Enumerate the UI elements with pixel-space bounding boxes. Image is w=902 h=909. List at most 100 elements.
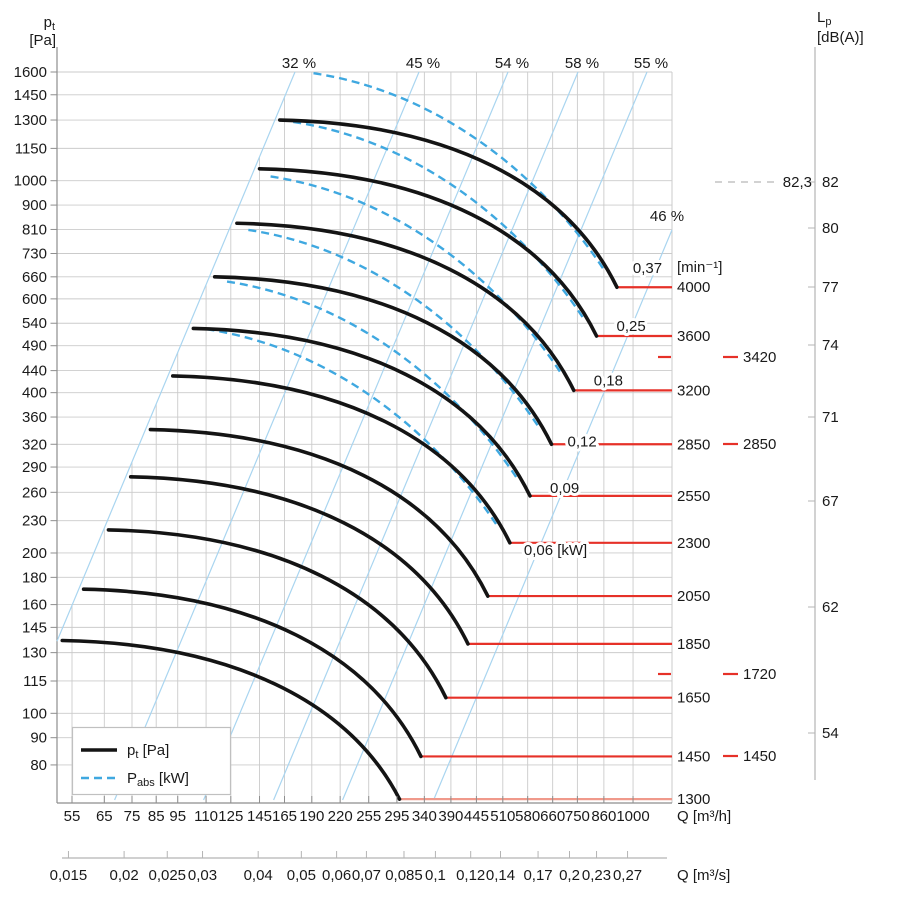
- pressure-tick-label: 1150: [15, 140, 47, 157]
- pressure-tick-label: 180: [22, 569, 47, 586]
- sound-tick-label: 74: [822, 337, 839, 354]
- power-label: 0,37: [633, 260, 662, 277]
- sound-tick-label: 77: [822, 279, 839, 296]
- efficiency-lines: 32 % 45 % 54 % 58 % 55 % 46 %: [56, 55, 684, 801]
- pressure-tick-label: 80: [30, 757, 47, 774]
- flow2-tick-label: 0,07: [352, 867, 381, 884]
- flow-axis2-unit: Q [m³/s]: [677, 867, 730, 884]
- flow-tick-label: 190: [299, 808, 324, 825]
- speed-label: 2550: [677, 488, 710, 505]
- pressure-tick-label: 490: [22, 338, 47, 355]
- flow-tick-label: 95: [169, 808, 186, 825]
- pressure-tick-label: 1000: [14, 173, 47, 190]
- flow-tick-label: 165: [272, 808, 297, 825]
- pressure-tick-label: 320: [22, 436, 47, 453]
- flow-tick-label: 65: [96, 808, 113, 825]
- efficiency-label: 32 %: [282, 55, 316, 72]
- sound-tick-label: 71: [822, 409, 839, 426]
- flow-tick-label: 750: [565, 808, 590, 825]
- speed-label: 1850: [677, 636, 710, 653]
- pressure-tick-label: 100: [22, 705, 47, 722]
- flow2-tick-label: 0,04: [244, 867, 273, 884]
- speed-label: 2050: [677, 588, 710, 605]
- flow-axis-unit: Q [m³/h]: [677, 808, 731, 825]
- pressure-axis-unit: [Pa]: [29, 32, 56, 49]
- power-label: 0,18: [594, 372, 623, 389]
- speed-lines: 4000 3600 3200 2850 2550 2300 2050 1850 1650 1450…: [399, 259, 722, 808]
- sound-tick-label: 82: [822, 174, 839, 191]
- power-curve: [206, 328, 499, 528]
- flow-tick-label: 1000: [616, 808, 649, 825]
- pressure-tick-label: 260: [22, 484, 47, 501]
- flow-tick-label: 295: [384, 808, 409, 825]
- efficiency-line: [273, 71, 579, 801]
- pressure-tick-label: 290: [22, 459, 47, 476]
- efficiency-line: [203, 71, 509, 801]
- power-curve: [226, 280, 519, 481]
- pressure-tick-label: 1450: [14, 87, 47, 104]
- speed-unit-label: [min⁻¹]: [677, 259, 722, 276]
- pressure-curve: [81, 587, 423, 759]
- efficiency-label: 54 %: [495, 55, 529, 72]
- flow-axis-m3s: 0,015 0,02 0,025 0,03 0,04 0,05 0,06 0,07 0,085 0…: [50, 851, 730, 884]
- flow-tick-label: 75: [124, 808, 141, 825]
- flow2-tick-label: 0,14: [486, 867, 515, 884]
- sound-axis: 82 80 77 74 71 67 62 54 Lp[dB(A)] 82,3: [715, 9, 864, 780]
- pressure-curve: [212, 275, 554, 447]
- legend-label: pt [Pa]: [127, 742, 169, 761]
- power-labels: 0,37 0,25 0,18 0,12 0,09 0,06 [kW]: [521, 257, 665, 562]
- efficiency-label: 46 %: [650, 208, 684, 225]
- flow2-tick-label: 0,1: [425, 867, 446, 884]
- sound-tick-label: 54: [822, 725, 839, 742]
- power-label: 0,06 [kW]: [524, 542, 587, 559]
- flow-tick-label: 510: [490, 808, 515, 825]
- pressure-axis-labels: 1600 1450 1300 1150 1000 900 810 730 660 600 540 49…: [14, 64, 57, 774]
- pressure-tick-label: 1600: [14, 64, 47, 81]
- pressure-tick-label: 160: [22, 597, 47, 614]
- pressure-gridlines: [57, 71, 672, 766]
- power-curves: [206, 72, 606, 528]
- sound-tick-label: 80: [822, 220, 839, 237]
- sound-tick-label: 62: [822, 599, 839, 616]
- secondary-speed-label: 1720: [743, 666, 776, 683]
- flow2-tick-label: 0,17: [523, 867, 552, 884]
- pressure-tick-label: 360: [22, 409, 47, 426]
- flow2-tick-label: 0,02: [109, 867, 138, 884]
- flow2-tick-label: 0,03: [188, 867, 217, 884]
- pressure-tick-label: 1300: [14, 112, 47, 129]
- secondary-speed-label: 2850: [743, 436, 776, 453]
- pressure-curve: [191, 326, 532, 498]
- legend-box: [71, 726, 232, 796]
- flow-axis-m3h: 55 65 75 85 95 110 125 145 165 190 220 255 295 340 390…: [57, 796, 731, 825]
- pressure-tick-label: 200: [22, 545, 47, 562]
- pressure-tick-label: 900: [22, 197, 47, 214]
- flow-tick-label: 85: [148, 808, 165, 825]
- speed-label: 3200: [677, 382, 710, 399]
- pressure-tick-label: 440: [22, 363, 47, 380]
- flow2-tick-label: 0,2: [559, 867, 580, 884]
- flow2-tick-label: 0,23: [582, 867, 611, 884]
- sound-tick-label: 67: [822, 493, 839, 510]
- secondary-speed-label: 1450: [743, 748, 776, 765]
- power-curve: [270, 175, 563, 376]
- pressure-tick-label: 90: [30, 730, 47, 747]
- pressure-tick-label: 230: [22, 513, 47, 530]
- secondary-speed-label: 3420: [743, 349, 776, 366]
- speed-label: 4000: [677, 279, 710, 296]
- efficiency-label: 45 %: [406, 55, 440, 72]
- efficiency-label: 55 %: [634, 55, 668, 72]
- pressure-tick-label: 400: [22, 385, 47, 402]
- pressure-axis-header: pt[Pa]: [29, 14, 56, 49]
- flow-tick-label: 55: [64, 808, 81, 825]
- speed-label: 3600: [677, 328, 710, 345]
- pressure-curve: [128, 475, 470, 646]
- efficiency-line: [342, 71, 648, 801]
- flow2-tick-label: 0,015: [50, 867, 88, 884]
- pressure-tick-label: 145: [22, 619, 47, 636]
- flow2-tick-label: 0,085: [385, 867, 423, 884]
- flow-tick-label: 125: [218, 808, 243, 825]
- noise-annotation-label: 82,3: [783, 174, 812, 191]
- flow-tick-label: 580: [515, 808, 540, 825]
- pressure-curve: [148, 427, 490, 598]
